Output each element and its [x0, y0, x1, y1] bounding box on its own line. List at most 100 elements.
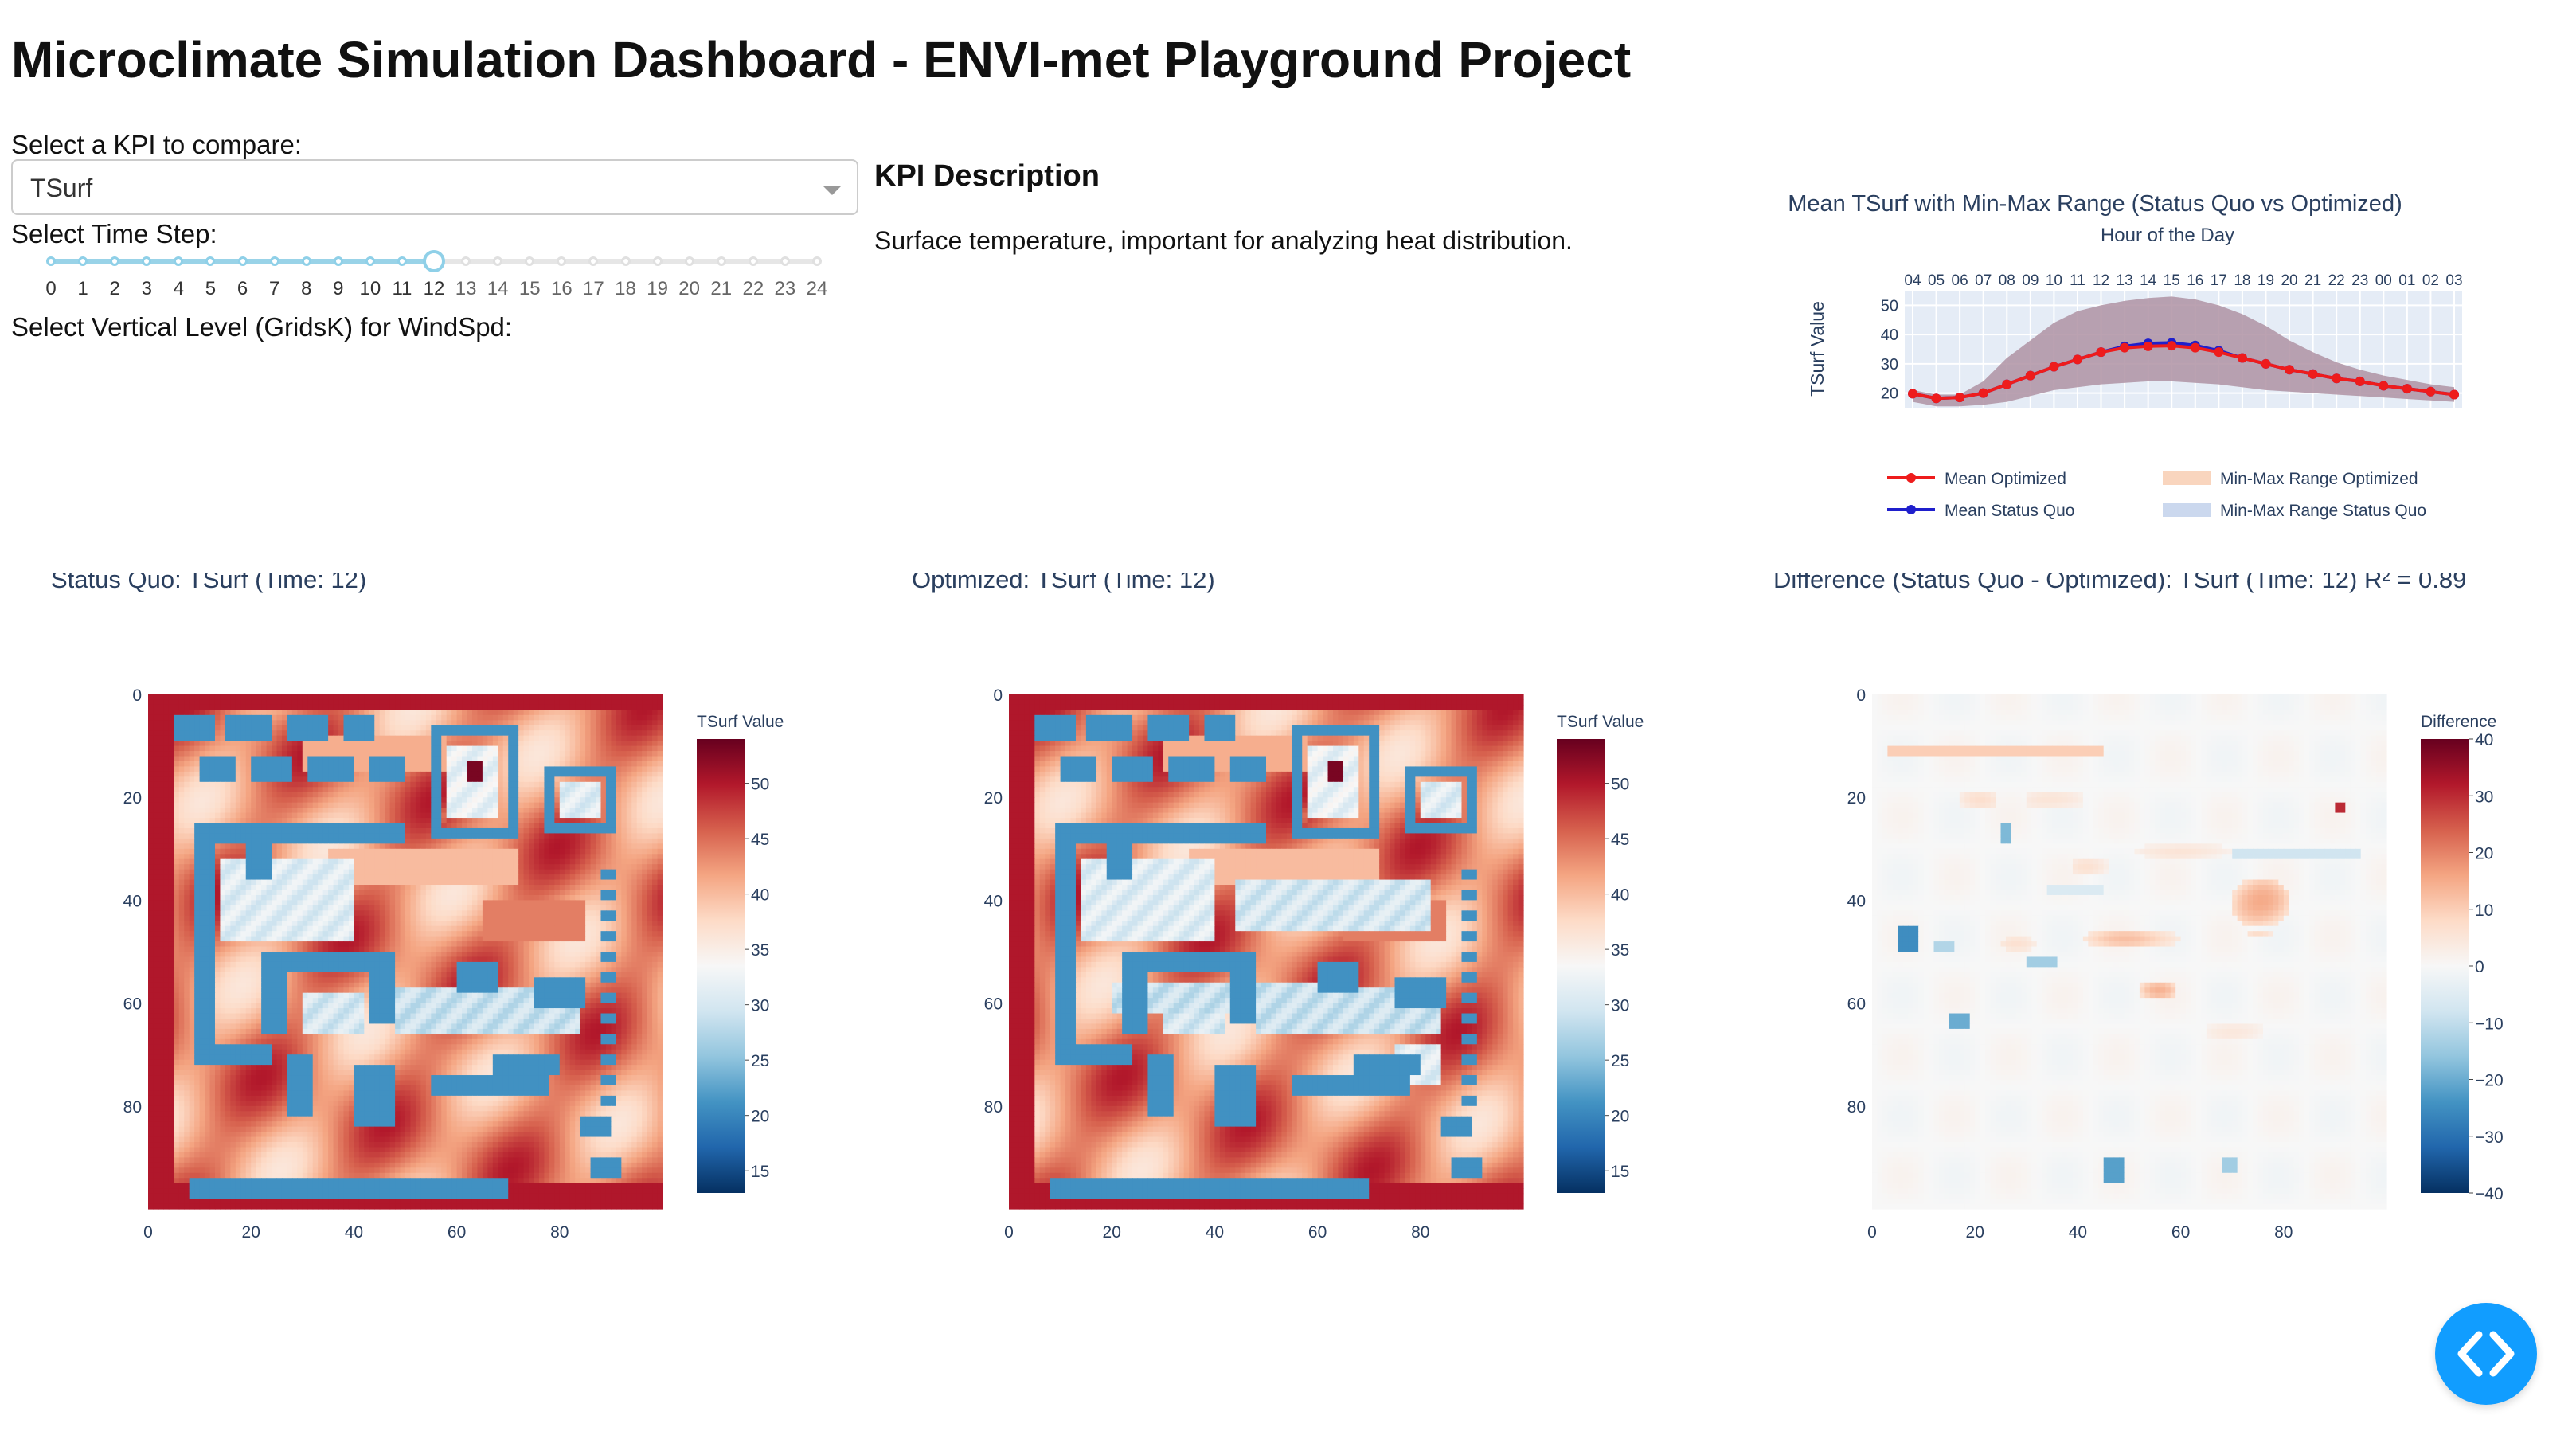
slider-step-dot[interactable]	[525, 256, 535, 266]
slider-step-dot[interactable]	[620, 256, 631, 266]
slider-step-dot[interactable]	[652, 256, 663, 266]
slider-step-dot[interactable]	[78, 256, 88, 266]
heatmap-cell	[559, 925, 565, 932]
heatmap-cell	[626, 756, 632, 762]
slider-step-dot[interactable]	[684, 256, 694, 266]
heatmap-cell	[631, 910, 638, 917]
heatmap-cell	[626, 890, 632, 896]
heatmap-cell	[328, 761, 334, 768]
heatmap-cell	[318, 741, 324, 747]
heatmap-cell	[508, 704, 514, 710]
heatmap-cell	[333, 797, 339, 804]
heatmap-cell	[184, 735, 190, 741]
chevron-down-icon[interactable]	[823, 186, 841, 195]
heatmap-cell	[158, 704, 164, 710]
heatmap-cell	[287, 848, 293, 855]
heatmap-cell	[358, 766, 365, 772]
slider-step-dot[interactable]	[205, 256, 216, 266]
slider-step-dot[interactable]	[269, 256, 279, 266]
heatmap-cell	[611, 833, 617, 839]
slider-step-dot[interactable]	[110, 256, 120, 266]
heatmap-cell	[431, 818, 437, 824]
heatmap-cell	[569, 735, 576, 741]
heatmap-cell	[580, 838, 586, 844]
heatmap-cell	[266, 874, 272, 881]
slider-step-dot[interactable]	[333, 256, 343, 266]
heatmap-cell	[657, 823, 663, 829]
slider-step-dot[interactable]	[588, 256, 599, 266]
heatmap-cell	[189, 776, 195, 783]
heatmap-cell	[487, 910, 494, 917]
heatmap-cell	[600, 858, 607, 865]
slider-step-dot[interactable]	[365, 256, 375, 266]
slider-step-dot[interactable]	[716, 256, 726, 266]
slider-step-dot[interactable]	[301, 256, 311, 266]
heatmap-cell	[297, 694, 303, 701]
heatmap-cell	[256, 843, 262, 850]
heatmap-cell	[534, 818, 540, 824]
kpi-dropdown[interactable]: TSurf	[11, 159, 858, 215]
heatmap-cell	[544, 848, 550, 855]
heatmap-cell	[291, 905, 298, 911]
heatmap-cell	[214, 931, 221, 937]
slider-handle[interactable]	[423, 250, 445, 272]
heatmap-cell	[559, 890, 565, 896]
heatmap-cell	[251, 787, 257, 793]
heatmap-cell	[364, 915, 370, 921]
heatmap-cell	[302, 792, 308, 798]
heatmap-cell	[487, 787, 494, 793]
legend-entry: Mean Status Quo	[1945, 502, 2074, 520]
slider-step-dot[interactable]	[461, 256, 471, 266]
slider-step-dot[interactable]	[812, 256, 822, 266]
heatmap-cell	[302, 699, 308, 706]
heatmap-cell	[446, 910, 452, 917]
heatmap-cell	[389, 735, 396, 741]
heatmap-cell	[302, 905, 308, 911]
heatmap-cell	[580, 879, 586, 886]
heatmap-cell	[307, 704, 314, 710]
heatmap-cell	[379, 854, 385, 860]
slider-step-dot[interactable]	[397, 256, 407, 266]
heatmap-cell	[261, 735, 268, 741]
slider-step-dot[interactable]	[142, 256, 152, 266]
heatmap-cell	[184, 710, 190, 716]
heatmap-cell	[153, 730, 159, 737]
slider-step-dot[interactable]	[46, 256, 56, 266]
heatmap-cell	[544, 802, 550, 808]
heatmap-cell	[502, 833, 509, 839]
heatmap-cell	[261, 905, 268, 911]
heatmap-cell	[287, 915, 293, 921]
time-step-slider[interactable]: 0 1 2 3 4 5 6 7 8 9 10 11 12 13 14 15 16 17 18 19 20 21 22 23 24	[32, 243, 836, 300]
slider-step-dot[interactable]	[237, 256, 248, 266]
heatmap-cell	[611, 756, 617, 762]
slider-step-dot[interactable]	[557, 256, 567, 266]
heatmap-cell	[163, 735, 170, 741]
heatmap-cell	[498, 745, 504, 752]
slider-step-dot[interactable]	[748, 256, 758, 266]
slider-step-dot[interactable]	[174, 256, 184, 266]
heatmap-cell	[333, 808, 339, 814]
heatmap-cell	[395, 843, 401, 850]
heatmap-cell	[163, 885, 170, 891]
heatmap-cell	[436, 879, 442, 886]
x-tick-label: 23	[2351, 272, 2368, 289]
heatmap-cell	[184, 848, 190, 855]
heatmap-cell	[436, 725, 442, 731]
heatmap-cell	[436, 812, 442, 819]
heatmap-cell	[487, 890, 494, 896]
heatmap-cell	[276, 910, 283, 917]
heatmap-cell	[559, 838, 565, 844]
slider-tick-label: 4	[174, 278, 184, 300]
heatmap-cell	[272, 921, 278, 927]
heatmap-cell	[153, 848, 159, 855]
heatmap-cell	[631, 704, 638, 710]
heatmap-cell	[214, 936, 221, 942]
heatmap-cell	[471, 781, 479, 788]
heatmap-cell	[333, 756, 339, 762]
heatmap-cell	[596, 710, 602, 716]
slider-step-dot[interactable]	[493, 256, 503, 266]
heatmap-cell	[178, 781, 185, 788]
slider-step-dot[interactable]	[780, 256, 790, 266]
heatmap-cell	[214, 797, 221, 804]
heatmap-cell	[220, 761, 226, 768]
